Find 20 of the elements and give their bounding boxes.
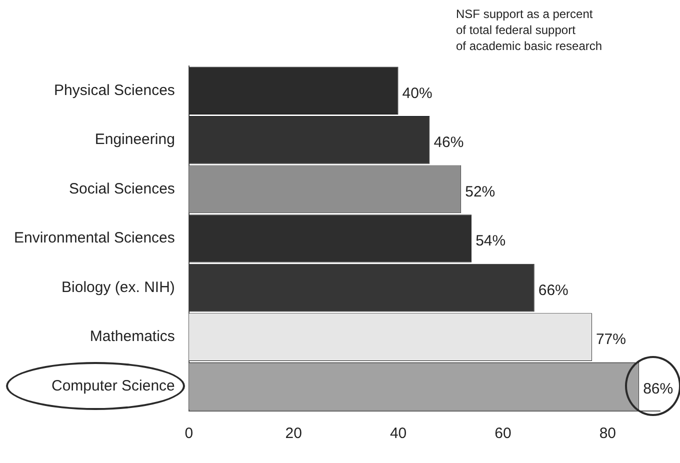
x-tick-label: 80 bbox=[599, 425, 616, 442]
data-label: 77% bbox=[596, 331, 626, 348]
data-label: 86% bbox=[643, 380, 674, 398]
data-label: 66% bbox=[538, 282, 568, 299]
x-tick-label: 60 bbox=[494, 425, 512, 442]
x-tick-label: 20 bbox=[285, 425, 302, 442]
y-tick-label: Physical Sciences bbox=[54, 82, 175, 99]
y-tick-label: Biology (ex. NIH) bbox=[62, 278, 175, 296]
x-tick-label: 40 bbox=[390, 425, 407, 442]
data-label: 46% bbox=[434, 134, 464, 152]
y-tick-label: Mathematics bbox=[90, 328, 175, 346]
y-tick-label: Social Sciences bbox=[69, 180, 175, 198]
y-tick-label: Computer Science bbox=[52, 378, 175, 394]
x-tick-label: 0 bbox=[184, 425, 194, 442]
chart-title: NSF support as a percent of total federal support of academic basic research bbox=[456, 6, 602, 54]
y-tick-label: Environmental Sciences bbox=[14, 230, 175, 247]
data-label: 52% bbox=[465, 183, 496, 200]
data-label: 40% bbox=[402, 84, 432, 102]
data-label: 54% bbox=[476, 232, 506, 250]
y-tick-label: Engineering bbox=[94, 131, 175, 148]
